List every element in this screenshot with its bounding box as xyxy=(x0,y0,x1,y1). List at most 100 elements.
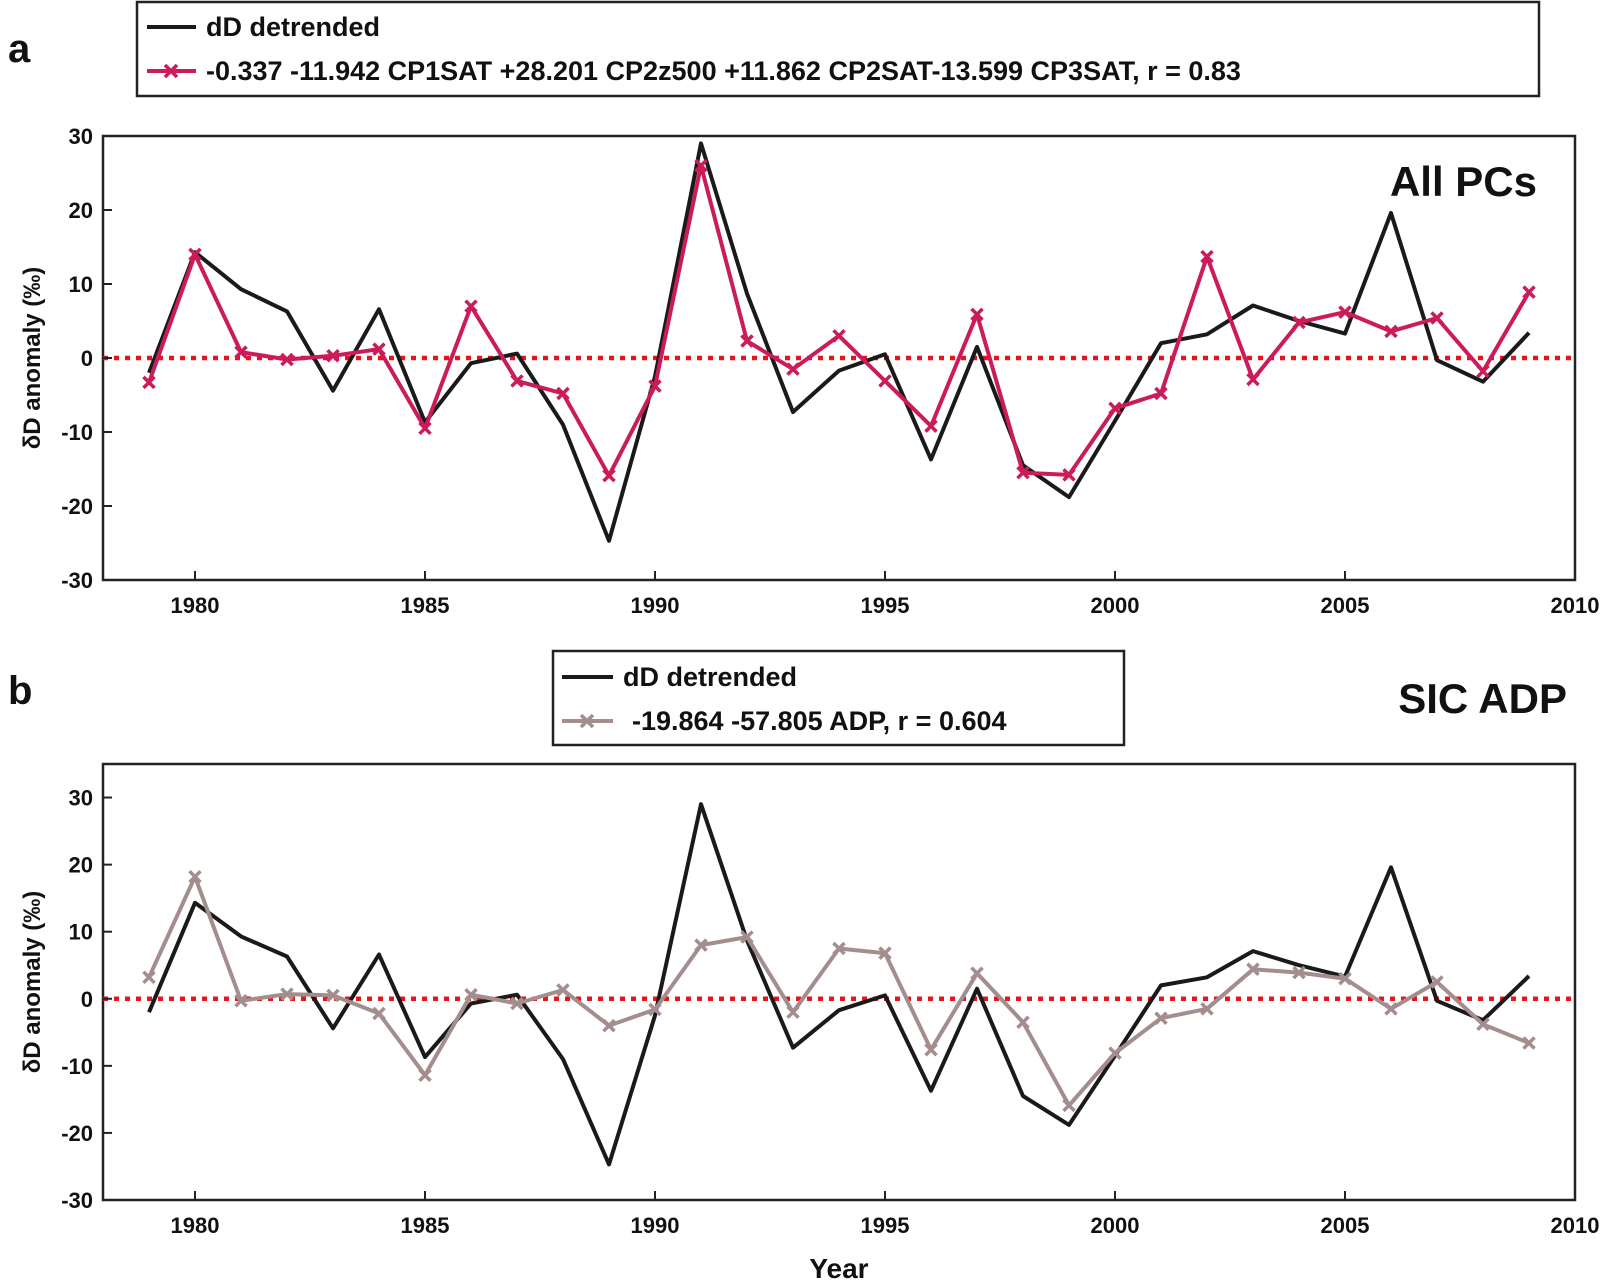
panel-b-data-point-marker xyxy=(1338,971,1352,986)
panel-a-data-point-marker xyxy=(694,158,708,173)
panel-b-data-point-marker xyxy=(510,996,524,1011)
panel-a-data-point-marker xyxy=(556,386,570,401)
panel-b-data-point-marker xyxy=(832,941,846,956)
panel-b-legend-label-model: -19.864 -57.805 ADP, r = 0.604 xyxy=(632,706,1007,736)
panel-b-y-tick-label: -20 xyxy=(61,1121,93,1146)
panel-a-legend-box xyxy=(135,0,1541,98)
panel-b-data-point-marker xyxy=(786,1005,800,1019)
panel-b-legend: dD detrended -19.864 -57.805 ADP, r = 0.… xyxy=(551,649,1126,747)
panel-a-data-point-marker xyxy=(188,247,202,262)
panel-b-x-tick-label: 2000 xyxy=(1091,1213,1140,1238)
panel-a-x-tick-label: 2000 xyxy=(1091,593,1140,618)
panel-a-data-point-marker xyxy=(1154,386,1168,401)
panel-b-y-tick-label: -30 xyxy=(61,1188,93,1213)
panel-a-data-point-marker xyxy=(878,374,892,388)
panel-a-y-tick-label: 30 xyxy=(69,124,93,149)
panel-b-data-point-marker xyxy=(1246,962,1260,976)
panel-b-series-line-detrended xyxy=(147,802,1531,1167)
panel-a-x-tick-label: 1995 xyxy=(861,593,910,618)
panel-a-data-point-marker xyxy=(418,421,432,436)
panel-b-data-point-marker xyxy=(1522,1036,1536,1050)
panel-a-data-point-marker xyxy=(1430,311,1444,325)
panel-a-y-tick-label: 10 xyxy=(69,272,93,297)
panel-a-data-point-marker xyxy=(786,362,800,376)
panel-a-x-tick-label: 1990 xyxy=(631,593,680,618)
panel-a-legend-label-model: -0.337 -11.942 CP1SAT +28.201 CP2z500 +1… xyxy=(206,56,1241,86)
panel-b-data-point-marker xyxy=(556,983,570,997)
panel-a-series-layer xyxy=(142,141,1536,543)
panel-a-legend: dD detrended -0.337 -11.942 CP1SAT +28.2… xyxy=(135,0,1541,98)
panel-b-y-tick-label: 20 xyxy=(69,853,93,878)
panel-a-data-point-marker xyxy=(1338,305,1352,319)
panel-a-data-point-marker xyxy=(1384,324,1398,339)
panel-b-data-point-marker xyxy=(1292,965,1306,980)
panel-a-series-line-model xyxy=(147,163,1531,478)
panel-b-data-point-marker xyxy=(280,987,294,1001)
panel-b-data-point-marker xyxy=(464,988,478,1002)
panel-a-data-point-marker xyxy=(372,342,386,356)
panel-a-data-point-marker xyxy=(1016,465,1030,480)
panel-b-y-axis-label: δD anomaly (‰) xyxy=(19,891,46,1074)
panel-b-data-point-marker xyxy=(1108,1046,1122,1060)
panel-a-data-point-marker xyxy=(1062,468,1076,482)
panel-b-y-tick-label: 10 xyxy=(69,920,93,945)
panel-a-data-point-marker xyxy=(924,419,938,433)
panel-b-data-point-marker xyxy=(740,930,754,944)
panel-b-data-point-marker xyxy=(372,1006,386,1021)
panel-b-data-point-marker xyxy=(1154,1011,1168,1025)
panel-a-y-tick-label: -10 xyxy=(61,420,93,445)
panel-b-data-point-marker xyxy=(1200,1002,1214,1016)
panel-b-data-point-marker xyxy=(924,1043,938,1057)
panel-a-data-point-marker xyxy=(970,307,984,322)
panel-b-annotation: SIC ADP xyxy=(1398,675,1567,722)
panel-a-y-tick-label: -20 xyxy=(61,494,93,519)
panel-b-x-tick-label: 1985 xyxy=(401,1213,450,1238)
panel-a: a 1980 1985 1990 1995 2000 2005 2010-30-20-100… xyxy=(8,0,1599,618)
panel-b-data-point-marker xyxy=(188,869,202,884)
panel-b-data-point-marker xyxy=(1062,1098,1076,1113)
panel-b-data-point-marker xyxy=(326,988,340,1003)
panel-a-legend-label-detrended: dD detrended xyxy=(206,12,380,42)
panel-a-annotation: All PCs xyxy=(1390,158,1537,205)
panel-b-letter: b xyxy=(8,669,32,713)
panel-b-x-tick-label: 2010 xyxy=(1551,1213,1600,1238)
panel-a-data-point-marker xyxy=(1476,364,1490,379)
panel-b-data-point-marker xyxy=(1384,1002,1398,1016)
panel-b-data-point-marker xyxy=(970,966,984,981)
panel-a-y-tick-label: 0 xyxy=(81,346,93,371)
panel-a-data-point-marker xyxy=(510,374,524,388)
panel-a-data-point-marker xyxy=(1108,401,1122,416)
panel-a-x-tick-label: 1980 xyxy=(171,593,220,618)
panel-a-data-point-marker xyxy=(1246,372,1260,387)
panel-b-plot-frame xyxy=(101,762,1577,1202)
panel-b-data-point-marker xyxy=(142,970,156,985)
panel-b-data-point-marker xyxy=(602,1018,616,1033)
panel-b-x-axis-label: Year xyxy=(809,1253,868,1283)
panel-a-data-point-marker xyxy=(234,345,248,359)
panel-b-data-point-marker xyxy=(1476,1017,1490,1031)
panel-a-data-point-marker xyxy=(280,352,294,367)
panel-b-ticks-layer: 1980 1985 1990 1995 2000 2005 2010 -30 -20 -10 0 10… xyxy=(61,786,1599,1238)
panel-a-x-tick-label: 2005 xyxy=(1321,593,1370,618)
panel-a-x-tick-label: 2010 xyxy=(1551,593,1600,618)
panel-b-y-tick-label: 30 xyxy=(69,786,93,811)
panel-b-x-tick-label: 1980 xyxy=(171,1213,220,1238)
panel-a-ticks-layer: 1980 1985 1990 1995 2000 2005 2010 -30 -20 -10 0 10… xyxy=(61,124,1599,618)
panel-b-data-point-marker xyxy=(1430,975,1444,989)
panel-a-legend-swatch-marker xyxy=(163,63,179,79)
panel-b-x-tick-label: 1990 xyxy=(631,1213,680,1238)
panel-b-x-tick-label: 1995 xyxy=(861,1213,910,1238)
panel-b-y-tick-label: -10 xyxy=(61,1054,93,1079)
panel-a-y-tick-label: -30 xyxy=(61,568,93,593)
panel-a-data-point-marker xyxy=(740,334,754,348)
panel-a-data-point-marker xyxy=(832,329,846,343)
panel-b-x-tick-label: 2005 xyxy=(1321,1213,1370,1238)
panel-a-data-point-marker xyxy=(142,375,156,390)
panel-a-series-line-detrended xyxy=(147,141,1531,543)
panel-b-y-tick-label: 0 xyxy=(81,987,93,1012)
panel-a-data-point-marker xyxy=(1200,249,1214,264)
panel-a-letter: a xyxy=(8,27,31,71)
panel-b-legend-box xyxy=(551,649,1126,747)
panel-a-data-point-marker xyxy=(602,468,616,483)
